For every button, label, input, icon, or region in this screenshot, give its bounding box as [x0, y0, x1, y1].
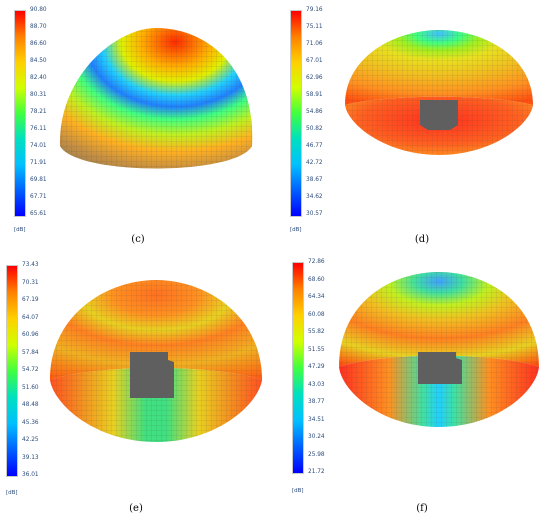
tick-label: 72.86: [308, 259, 325, 265]
dome-plot-e: [50, 280, 262, 442]
tick-label: 46.77: [306, 143, 323, 149]
tick-label: 71.06: [306, 41, 323, 47]
tick-label: 74.01: [30, 143, 47, 149]
tick-label: 38.77: [308, 399, 325, 405]
tick-label: 79.16: [306, 7, 323, 13]
tick-label: 69.81: [30, 177, 47, 183]
tick-label: 67.01: [306, 58, 323, 64]
tick-label: 38.67: [306, 177, 323, 183]
tick-label: 36.01: [22, 472, 39, 478]
dome-plot-d: [345, 30, 533, 155]
tick-label: 50.82: [306, 126, 323, 132]
tick-label: 78.21: [30, 109, 47, 115]
caption-d: (d): [414, 234, 430, 245]
tick-label: 67.71: [30, 194, 47, 200]
tick-label: 82.40: [30, 75, 47, 81]
tick-label: 67.19: [22, 297, 39, 303]
tick-label: 54.86: [306, 109, 323, 115]
tick-label: 64.07: [22, 314, 39, 321]
tick-label: 73.43: [22, 262, 39, 268]
tick-label: 88.70: [30, 24, 47, 30]
unit-label-f: [dB]: [292, 488, 304, 494]
tick-label: 86.60: [30, 41, 47, 47]
unit-label-d: [dB]: [290, 227, 302, 233]
tick-label: 80.31: [30, 92, 47, 98]
colorbar-d: [290, 10, 302, 217]
colorbar-e: [6, 265, 18, 477]
colorbar-c: [14, 10, 26, 217]
tick-label: 75.11: [306, 24, 323, 30]
tick-label: 64.34: [308, 294, 325, 300]
tick-label: 47.29: [308, 364, 325, 370]
tick-label: 58.91: [306, 92, 323, 98]
tick-label: 30.24: [308, 434, 325, 440]
tick-label: 60.08: [308, 311, 325, 318]
tick-label: 71.91: [30, 160, 47, 166]
unit-label-c: [dB]: [14, 227, 26, 233]
tick-label: 90.80: [30, 7, 47, 13]
tick-label: 34.62: [306, 194, 323, 200]
tick-label: 21.72: [308, 469, 325, 475]
dome-plot-f: [339, 272, 539, 427]
caption-f: (f): [416, 503, 428, 514]
tick-label: 68.60: [308, 276, 325, 283]
tick-label: 42.25: [22, 437, 39, 443]
tick-label: 43.03: [308, 381, 325, 388]
tick-label: 84.50: [30, 58, 47, 64]
tick-label: 34.51: [308, 416, 325, 423]
dome-plot-c: [59, 28, 253, 169]
tick-label: 48.48: [22, 402, 39, 408]
caption-c: (c): [131, 234, 145, 245]
tick-label: 70.31: [22, 279, 39, 286]
tick-label: 45.36: [22, 419, 39, 426]
tick-label: 51.60: [22, 384, 39, 391]
tick-label: 57.84: [22, 349, 39, 356]
tick-label: 54.72: [22, 367, 39, 373]
colorbar-f: [292, 262, 304, 474]
tick-label: 30.57: [306, 211, 323, 217]
unit-label-e: [dB]: [6, 490, 18, 496]
tick-label: 51.55: [308, 346, 325, 353]
tick-label: 39.13: [22, 454, 39, 461]
tick-label: 65.61: [30, 211, 47, 217]
tick-label: 42.72: [306, 160, 323, 166]
tick-label: 76.11: [30, 126, 47, 132]
tick-label: 25.98: [308, 451, 325, 458]
tick-label: 55.82: [308, 329, 325, 335]
caption-e: (e): [129, 503, 143, 514]
tick-label: 62.96: [306, 75, 323, 81]
tick-label: 60.96: [22, 332, 39, 338]
